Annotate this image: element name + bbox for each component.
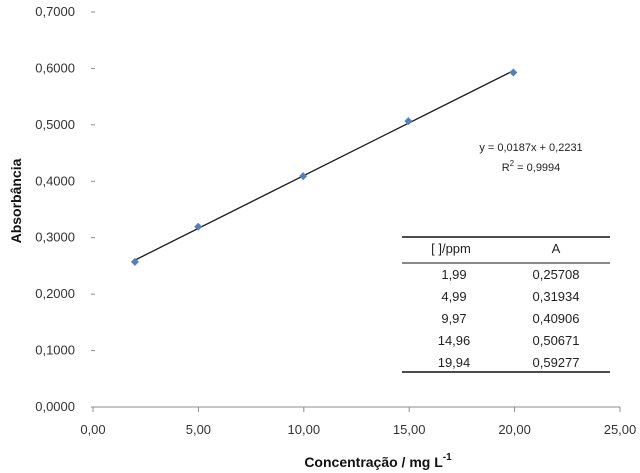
data-point [509,68,518,77]
table-cell-concentration: 14,96 [438,333,471,348]
trendline-equation: y = 0,0187x + 0,2231 [479,142,582,154]
r-squared-superscript: 2 [510,159,515,168]
table-cell-absorbance: 0,40906 [533,311,580,326]
tick-labels: 0,0000 0,1000 0,2000 0,3000 0,4000 0,5000 0,60… [35,4,636,437]
x-axis-title-text: Concentração / mg L [304,454,443,470]
table-cell-concentration: 19,94 [438,355,471,370]
x-tick-label: 25,00 [604,422,637,437]
data-table: [ ]/ppm A 1,99 0,25708 4,99 0,31934 9,97 0,4090… [402,236,610,373]
y-tick-label: 0,2000 [35,286,75,301]
y-tick-label: 0,1000 [35,343,75,358]
x-tick-label: 10,00 [288,422,321,437]
x-tick-label: 15,00 [393,422,426,437]
table-cell-concentration: 1,99 [441,267,466,282]
x-axis-title-superscript: -1 [443,452,452,463]
data-points [130,68,518,266]
y-tick-label: 0,6000 [35,60,75,75]
table-header-absorbance: A [552,241,561,256]
table-cell-absorbance: 0,25708 [533,267,580,282]
r-squared-value: = 0,9994 [514,162,560,174]
data-point [130,257,139,266]
data-point [194,222,203,231]
table-cell-absorbance: 0,31934 [533,289,580,304]
trendline [134,70,514,261]
table-cell-absorbance: 0,59277 [533,355,580,370]
y-axis-title: Absorbância [8,158,24,243]
table-header-concentration: [ ]/ppm [431,241,471,256]
x-tick-label: 5,00 [186,422,211,437]
x-tick-label: 0,00 [80,422,105,437]
x-axis-title: Concentração / mg L-1 [304,452,452,470]
y-tick-label: 0,3000 [35,230,75,245]
trendline-group [134,70,514,261]
data-point [299,172,308,181]
data-point [404,117,413,126]
table-cell-absorbance: 0,50671 [533,333,580,348]
x-tick-label: 20,00 [498,422,531,437]
table-cell-concentration: 9,97 [441,311,466,326]
y-tick-label: 0,7000 [35,4,75,19]
y-tick-label: 0,5000 [35,117,75,132]
r-squared-r: R [502,162,510,174]
r-squared-label: R2 = 0,9994 [502,159,561,174]
y-tick-label: 0,0000 [35,399,75,414]
table-cell-concentration: 4,99 [441,289,466,304]
y-tick-label: 0,4000 [35,173,75,188]
